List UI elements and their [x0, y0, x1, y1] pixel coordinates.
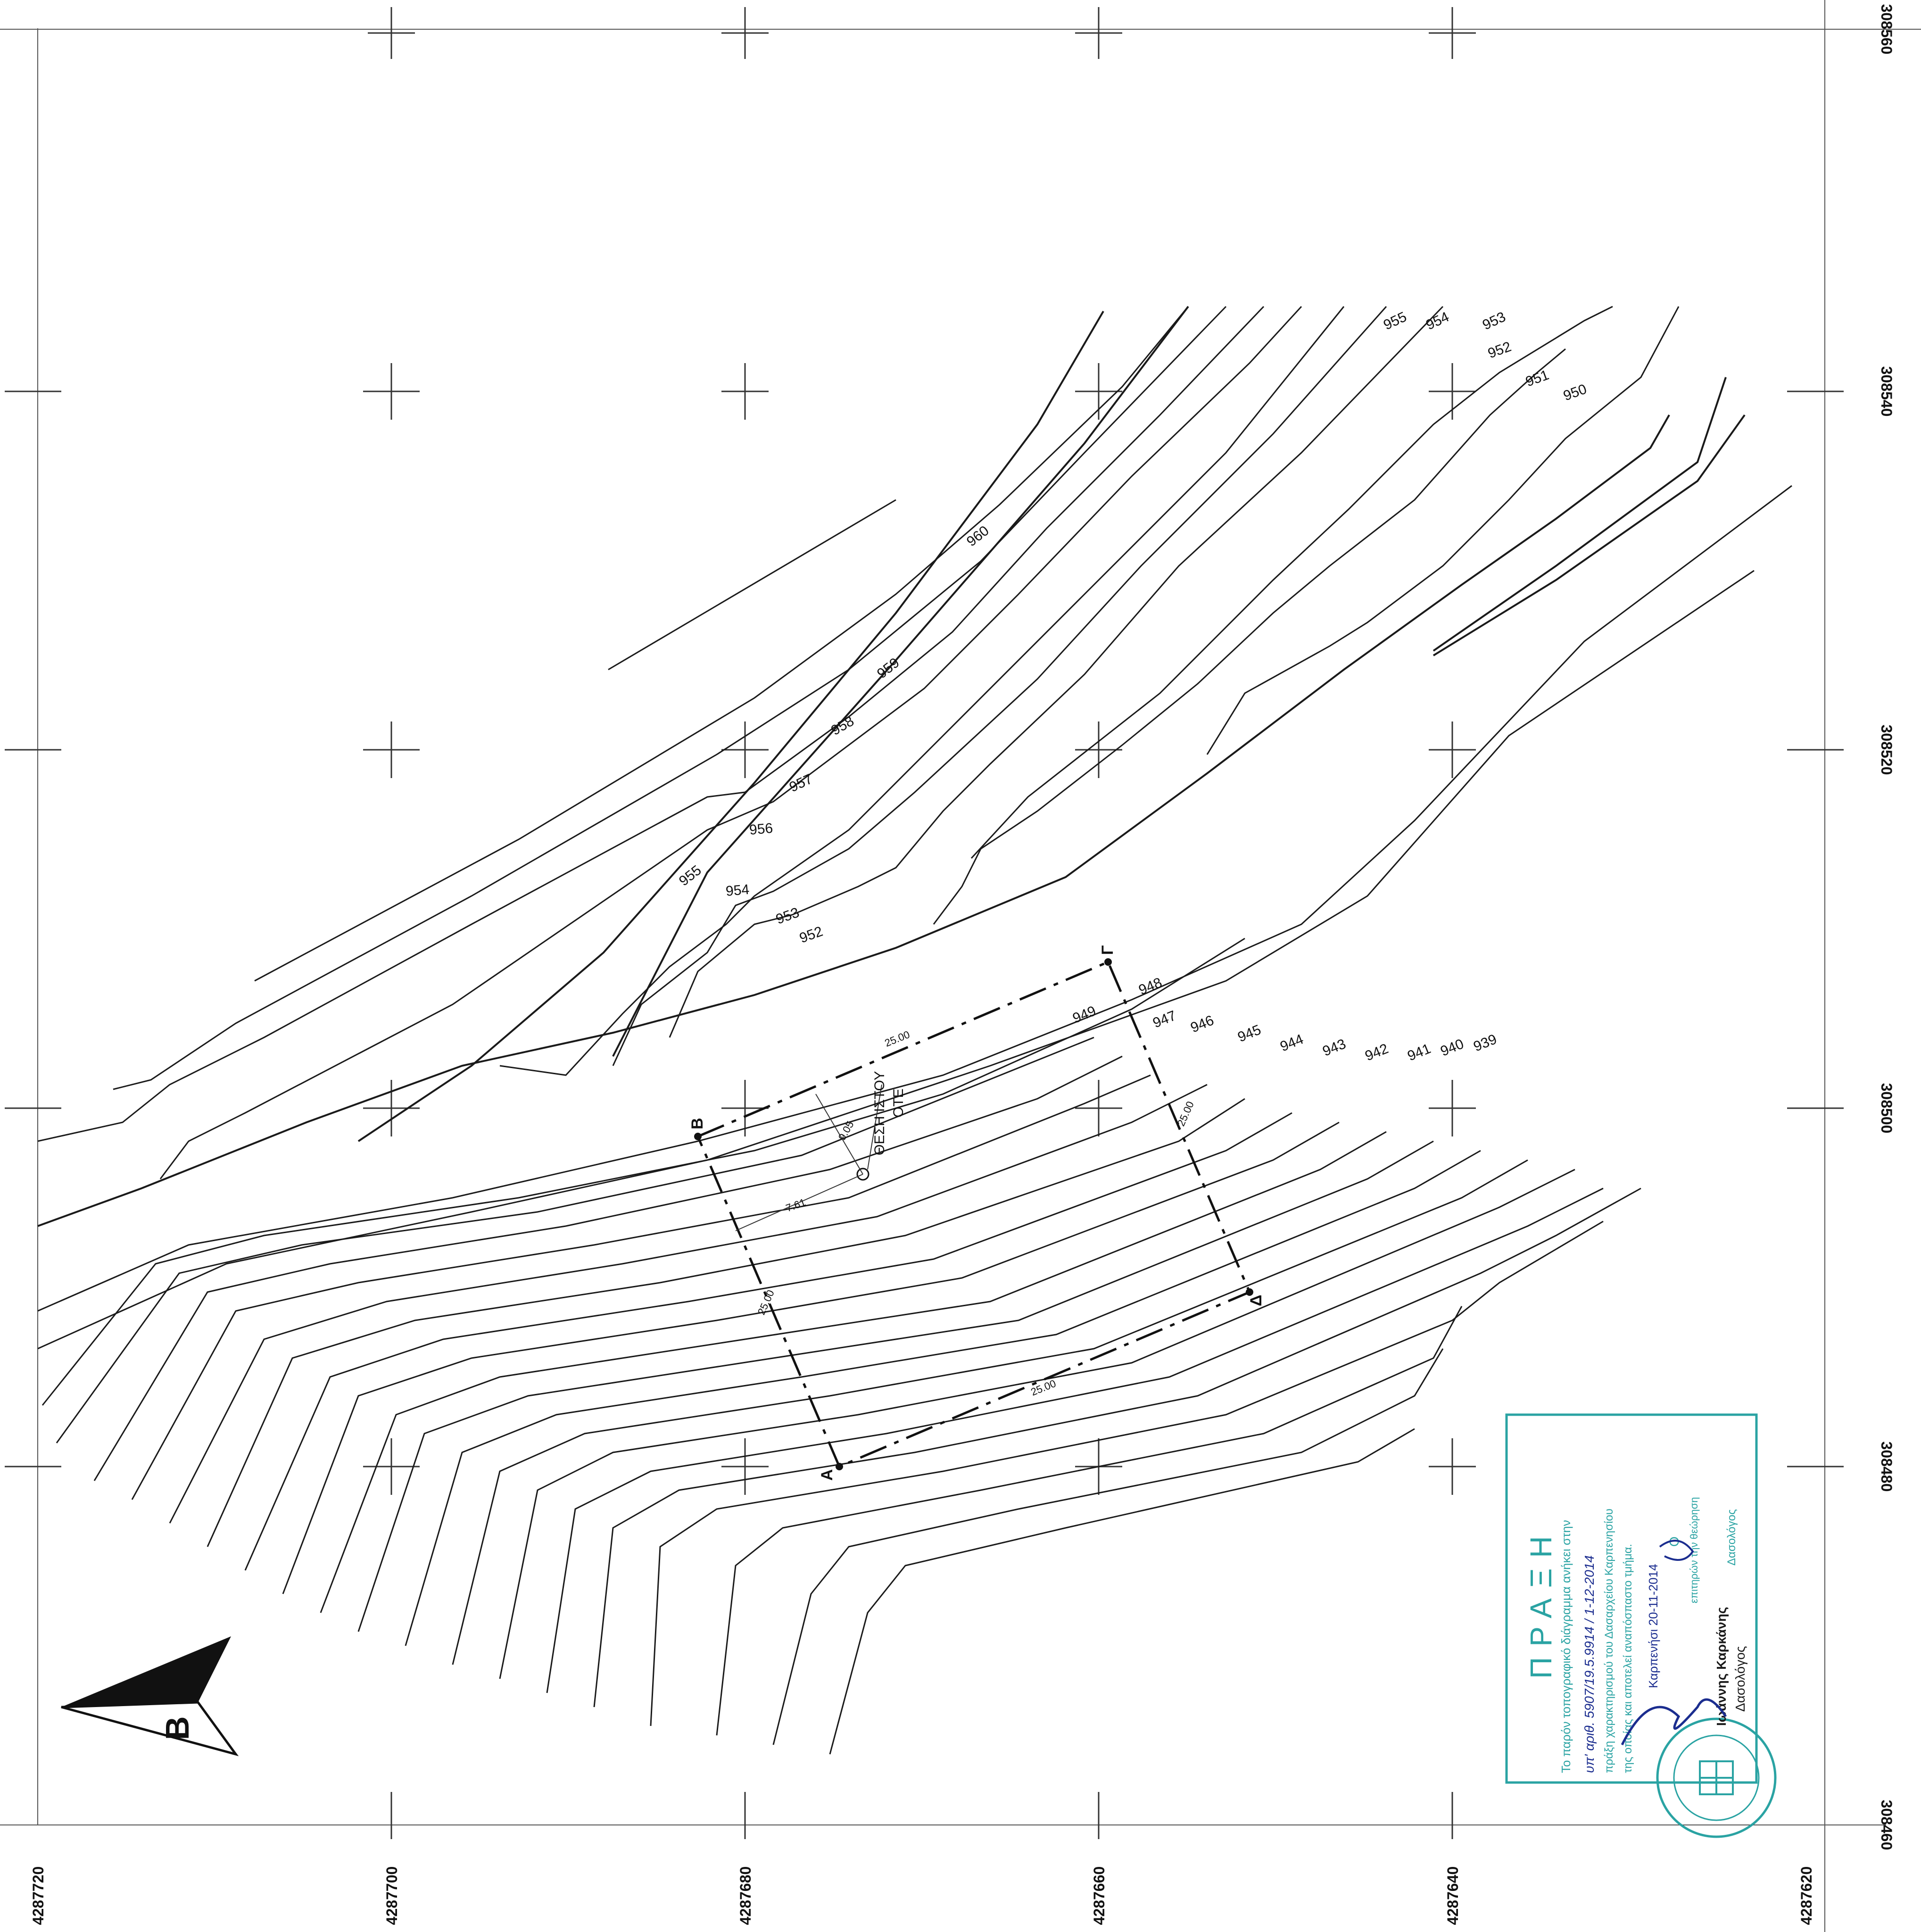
vertex-marker: [1104, 958, 1112, 966]
grid-labels-right: 308560 308540 308520 308500 308480 30846…: [1878, 4, 1895, 1850]
dim-b-label: 7.61: [784, 1196, 807, 1214]
contour-label: 950: [1561, 381, 1589, 404]
grid-label-4287720: 4287720: [30, 1866, 47, 1925]
vertex-label-g: Γ: [1099, 945, 1117, 955]
signatory-block: Ιωάννης Καρκάνης Δασολόγος: [1621, 1607, 1747, 1746]
grid-label-4287660: 4287660: [1091, 1866, 1108, 1925]
side-length-top: 25.00: [883, 1028, 911, 1049]
grid-label-4287700: 4287700: [383, 1866, 400, 1925]
contour-label: 946: [1188, 1012, 1216, 1036]
grid-labels-bottom: 4287720 4287700 4287680 4287660 4287640 …: [30, 1866, 1815, 1925]
stamp-signature-mark: [1659, 1540, 1694, 1561]
grid-label-4287680: 4287680: [737, 1866, 754, 1925]
contour-label: 944: [1278, 1031, 1306, 1054]
grid-label-308460: 308460: [1878, 1800, 1895, 1850]
stamp-right-3: Δασολόγος: [1725, 1509, 1738, 1566]
contour-label: 947: [1151, 1008, 1178, 1031]
stamp-right-2: επιτηρών την θεώρηση: [1688, 1497, 1700, 1603]
contour-label: 949: [1070, 1003, 1098, 1026]
signatory-name: Ιωάννης Καρκάνης: [1714, 1607, 1729, 1726]
vertex-marker: [1246, 1288, 1253, 1296]
vertex-marker: [836, 1463, 843, 1470]
mast-marker: [856, 1168, 869, 1181]
stamp-title: ΠΡΑΞΗ: [1524, 1526, 1558, 1679]
upper-contours: [37, 306, 1680, 1179]
lower-contour-labels: 949 948 947 946 945 944 943 942 941 940 …: [1070, 975, 1499, 1064]
contour-label: 955: [1381, 309, 1409, 333]
dim-a-label: 9.05: [836, 1119, 856, 1143]
grid-label-4287640: 4287640: [1444, 1866, 1461, 1925]
contour-label: 954: [1424, 309, 1451, 333]
stamp-line-3: πράξη χαρακτηρισμού του Δασαρχείου Καρπε…: [1603, 1509, 1615, 1773]
contour-label: 957: [787, 771, 815, 795]
grid-label-308560: 308560: [1878, 4, 1895, 55]
vertex-marker: [694, 1133, 702, 1140]
contour-label: 954: [725, 882, 750, 899]
lower-contours: [37, 485, 1792, 1755]
handwritten-signature: [1621, 1698, 1727, 1746]
mast-label-line2: ΟΤΕ: [891, 1088, 906, 1118]
vertex-label-b: Β: [688, 1118, 706, 1129]
contour-label: 943: [1320, 1036, 1348, 1059]
signatory-role: Δασολόγος: [1733, 1646, 1747, 1712]
grid-label-308480: 308480: [1878, 1442, 1895, 1492]
round-seal: [1656, 1717, 1777, 1838]
contour-label: 941: [1405, 1041, 1433, 1064]
grid-label-308500: 308500: [1878, 1083, 1895, 1134]
side-length-right: 25.00: [1175, 1100, 1196, 1128]
stamp-line-4: της οποίας και αποτελεί αναπόσπαστο τμήμ…: [1622, 1544, 1634, 1773]
contour-label: 953: [1480, 309, 1508, 333]
contour-label: 942: [1363, 1041, 1391, 1064]
stamp-line-2: υπ' αριθ. 5907/19.5.9914 / 1-12-2014: [1582, 1555, 1597, 1773]
contour-label: 948: [1136, 975, 1164, 998]
contour-label: 945: [1235, 1022, 1263, 1045]
north-arrow: Β: [61, 1636, 239, 1757]
grid-label-308540: 308540: [1878, 366, 1895, 417]
contour-label: 940: [1438, 1036, 1466, 1059]
contour-label: 952: [797, 923, 825, 946]
contour-label: 960: [964, 523, 992, 550]
contour-label: 951: [1524, 367, 1551, 390]
grid-label-308520: 308520: [1878, 725, 1895, 775]
contour-label: 939: [1471, 1031, 1499, 1054]
stamp-line-5: Καρπενήσι 20-11-2014: [1646, 1564, 1660, 1688]
stamp-line-1: Το παρόν τοπογραφικό διάγραμμα ανήκει στ…: [1559, 1520, 1573, 1773]
vertex-label-d: Δ: [1247, 1295, 1265, 1306]
contour-label: 952: [1486, 339, 1513, 361]
mast-label-line1: ΘΕΣΗ ΙΣΤΟΥ: [872, 1071, 887, 1155]
vertex-label-a: Α: [818, 1469, 836, 1481]
contour-label: 958: [828, 713, 857, 738]
north-arrow-letter: Β: [159, 1716, 196, 1740]
embankment-lines: [37, 306, 1746, 1227]
grid-label-4287620: 4287620: [1798, 1866, 1815, 1925]
approval-stamp: ΠΡΑΞΗ Το παρόν τοπογραφικό διάγραμμα ανή…: [1505, 1413, 1758, 1784]
contour-label: 953: [774, 904, 801, 927]
contour-label: 956: [749, 821, 774, 838]
side-length-bottom: 25.00: [1029, 1377, 1058, 1398]
mast-position: 9.05 7.61 ΘΕΣΗ ΙΣΤΟΥ ΟΤΕ: [735, 1071, 906, 1231]
